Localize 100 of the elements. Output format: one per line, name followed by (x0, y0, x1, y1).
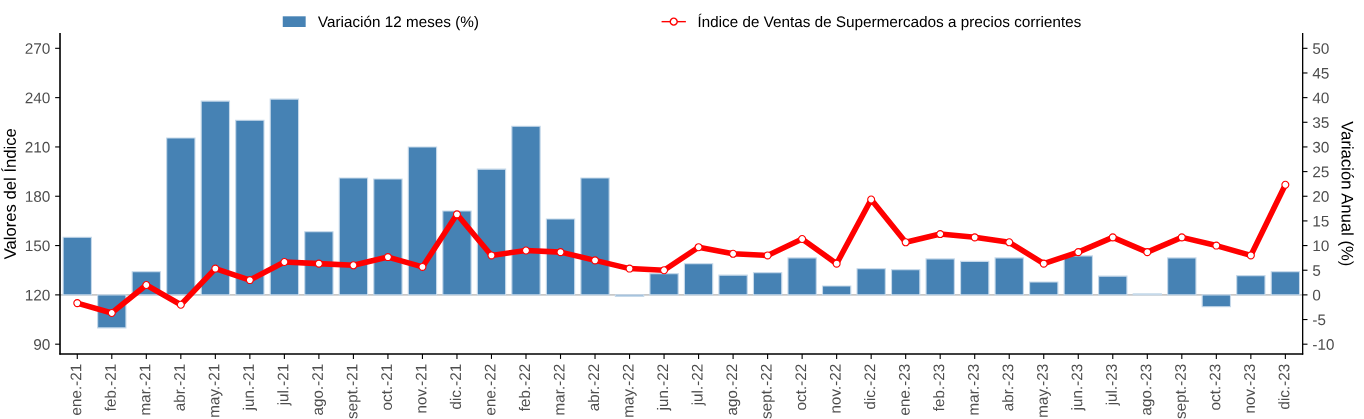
x-tick-label: nov.-22 (829, 364, 841, 413)
bar (580, 177, 610, 296)
point (314, 259, 323, 268)
x-tick-label: nov.-21 (415, 364, 427, 413)
x-tick-label: abr.-22 (587, 364, 600, 411)
x-tick-label: dic.-22 (864, 364, 876, 409)
x-tick-label: ago.-23 (1140, 364, 1155, 415)
y2-tick-label: 40 (1312, 92, 1329, 104)
x-tick-label: jul.-23 (1105, 364, 1120, 406)
y2-tick-label: 10 (1313, 240, 1329, 252)
bar (407, 146, 438, 296)
x-tick-label: mar.-22 (553, 364, 565, 415)
y-tick-label: 210 (25, 141, 50, 153)
legend-label: Índice de Ventas de Supermercados a precios corrientes (698, 13, 1081, 31)
point (832, 259, 841, 268)
x-tick-label: oct.-21 (381, 364, 393, 410)
x-tick-label: may.-23 (1037, 364, 1051, 417)
bar (718, 274, 748, 296)
point (590, 256, 600, 265)
y2-tick-label: 15 (1313, 215, 1329, 227)
point (245, 276, 254, 285)
bar (1063, 255, 1093, 296)
bar (1029, 281, 1059, 296)
point (1005, 238, 1014, 247)
x-tick-label: jun.-23 (1071, 364, 1086, 411)
x-tick-label: dic.-23 (1278, 364, 1290, 409)
bar (1201, 294, 1232, 308)
bar (373, 178, 403, 296)
x-tick-label: may.-21 (208, 364, 223, 417)
point (901, 238, 910, 247)
y-tick-label: 150 (25, 240, 50, 252)
bar (1098, 275, 1128, 296)
point (729, 249, 738, 258)
x-tick-label: sept.-23 (1175, 364, 1189, 419)
bar (269, 98, 300, 296)
y2-tick-label: 5 (1312, 265, 1321, 276)
x-tick-label: jun.-21 (242, 364, 257, 411)
x-tick-label: ago.-21 (312, 364, 327, 415)
x-tick-label: ene.-23 (898, 364, 910, 415)
bar (1167, 257, 1197, 296)
bar (545, 218, 576, 296)
point (1074, 248, 1083, 257)
x-tick-label: ene.-22 (484, 364, 496, 415)
y2-axis-title: Variación Anual (%) (1338, 121, 1354, 266)
point (867, 195, 876, 204)
point (211, 264, 220, 273)
x-tick-label: oct.-22 (795, 364, 807, 410)
point (798, 234, 807, 244)
y-tick-label: 180 (25, 191, 50, 202)
x-tick-label: abr.-23 (1002, 364, 1014, 411)
y2-tick-label: 25 (1313, 166, 1329, 178)
point (936, 230, 945, 239)
point (73, 299, 82, 308)
point (1177, 233, 1186, 242)
point (487, 251, 496, 260)
x-tick-label: mar.-21 (139, 364, 151, 415)
x-tick-label: may.-22 (622, 364, 637, 417)
bar (856, 268, 886, 296)
bar (649, 273, 679, 296)
point (1108, 233, 1117, 242)
point (452, 210, 461, 219)
y2-tick-label: 35 (1312, 117, 1329, 128)
legend-label: Variación 12 meses (%) (317, 15, 478, 31)
point (1246, 251, 1255, 260)
bar (960, 260, 990, 296)
x-tick-label: ago.-22 (726, 364, 741, 415)
bar (821, 285, 852, 296)
bar (62, 236, 92, 296)
x-tick-label: jul.-21 (277, 364, 292, 406)
x-tick-label: sept.-21 (346, 364, 361, 419)
y2-tick-label: 45 (1312, 68, 1329, 79)
x-tick-label: nov.-23 (1244, 364, 1255, 413)
y2-tick-label: 20 (1313, 191, 1329, 202)
x-tick-label: feb.-22 (518, 364, 531, 412)
y2-tick-label: -10 (1313, 339, 1334, 350)
bar (890, 269, 921, 296)
y2-tick-label: 30 (1312, 141, 1329, 153)
y-tick-label: 120 (25, 289, 50, 301)
point (694, 243, 703, 252)
x-tick-label: ene.-21 (70, 364, 82, 415)
bar (752, 272, 783, 296)
x-tick-label: jul.-22 (691, 364, 706, 406)
point (1281, 180, 1290, 189)
point (970, 233, 979, 242)
x-tick-label: dic.-21 (449, 364, 462, 409)
x-tick-label: feb.-21 (104, 364, 116, 412)
x-tick-label: jun.-22 (656, 364, 672, 411)
point (418, 262, 427, 271)
point (1212, 241, 1221, 250)
bar (1270, 271, 1301, 296)
bar (683, 263, 714, 296)
bar (925, 258, 955, 296)
bar (200, 100, 231, 296)
point (1143, 248, 1152, 257)
y2-tick-label: 0 (1312, 289, 1321, 301)
bar (304, 231, 334, 296)
bar (476, 168, 507, 296)
x-tick-label: feb.-23 (933, 364, 945, 412)
point (521, 246, 531, 255)
y-axis-title: Valores del Índice (1, 128, 16, 260)
